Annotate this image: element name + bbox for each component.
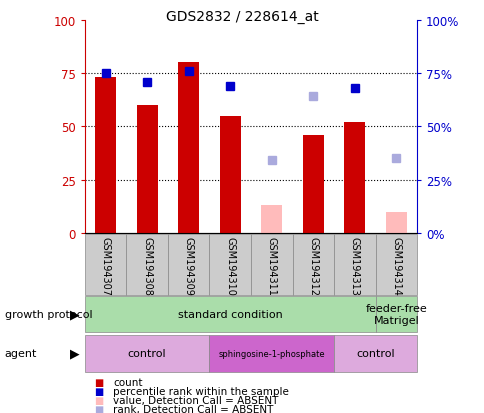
- Bar: [85, 234, 126, 295]
- Text: control: control: [356, 349, 394, 358]
- Text: GSM194314: GSM194314: [391, 236, 400, 295]
- Bar: [136, 106, 157, 233]
- Text: ■: ■: [94, 386, 104, 396]
- Text: ▶: ▶: [70, 347, 80, 360]
- Bar: [385, 212, 406, 233]
- Text: GSM194312: GSM194312: [308, 236, 318, 295]
- Bar: [261, 206, 282, 233]
- Text: ■: ■: [94, 377, 104, 387]
- Bar: [178, 63, 198, 233]
- Bar: [333, 234, 375, 295]
- Text: ▶: ▶: [70, 308, 80, 321]
- Text: GSM194311: GSM194311: [266, 236, 276, 295]
- Bar: [167, 234, 209, 295]
- Text: value, Detection Call = ABSENT: value, Detection Call = ABSENT: [113, 395, 278, 405]
- Text: GSM194308: GSM194308: [142, 236, 152, 295]
- Bar: [85, 296, 375, 332]
- Text: GSM194309: GSM194309: [183, 236, 193, 295]
- Bar: [375, 234, 416, 295]
- Text: growth protocol: growth protocol: [5, 309, 92, 319]
- Text: rank, Detection Call = ABSENT: rank, Detection Call = ABSENT: [113, 404, 273, 413]
- Text: GDS2832 / 228614_at: GDS2832 / 228614_at: [166, 10, 318, 24]
- Text: ■: ■: [94, 395, 104, 405]
- Text: agent: agent: [5, 349, 37, 358]
- Bar: [209, 234, 251, 295]
- Bar: [126, 234, 167, 295]
- Text: standard condition: standard condition: [178, 309, 282, 319]
- Bar: [302, 135, 323, 233]
- Bar: [333, 335, 416, 372]
- Text: GSM194313: GSM194313: [349, 236, 359, 295]
- Text: percentile rank within the sample: percentile rank within the sample: [113, 386, 288, 396]
- Bar: [85, 335, 209, 372]
- Bar: [251, 234, 292, 295]
- Bar: [292, 234, 333, 295]
- Text: control: control: [128, 349, 166, 358]
- Text: sphingosine-1-phosphate: sphingosine-1-phosphate: [218, 349, 324, 358]
- Bar: [375, 296, 416, 332]
- Bar: [95, 78, 116, 233]
- Text: ■: ■: [94, 404, 104, 413]
- Text: count: count: [113, 377, 142, 387]
- Text: feeder-free
Matrigel: feeder-free Matrigel: [365, 304, 426, 325]
- Bar: [219, 116, 240, 233]
- Text: GSM194307: GSM194307: [101, 236, 110, 295]
- Bar: [344, 123, 364, 233]
- Text: GSM194310: GSM194310: [225, 236, 235, 295]
- Bar: [209, 335, 333, 372]
